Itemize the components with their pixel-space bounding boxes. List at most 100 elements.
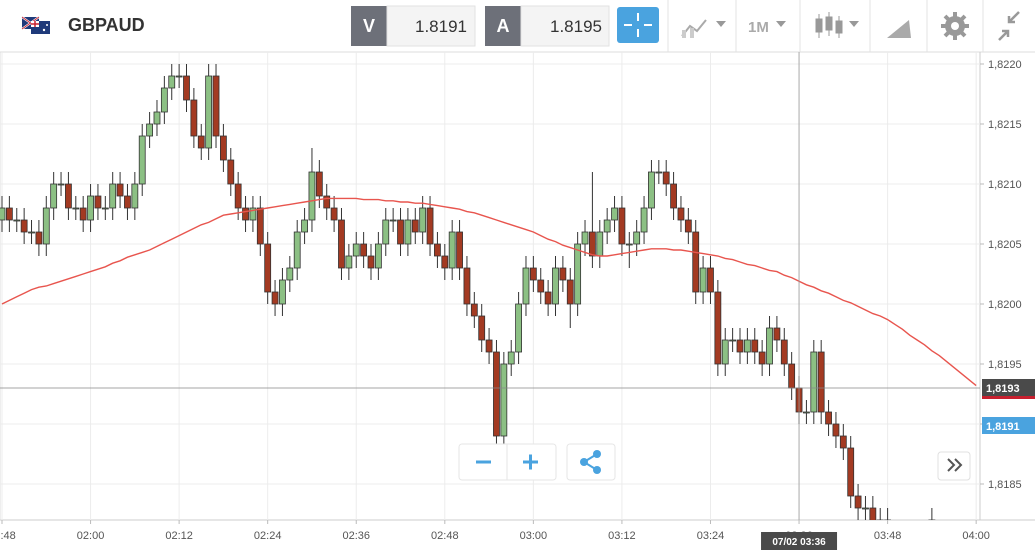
candle-body bbox=[832, 423, 840, 437]
candle-body bbox=[729, 339, 737, 342]
candle-body bbox=[780, 339, 788, 365]
y-tick-label: 1,8195 bbox=[988, 359, 1022, 371]
separators bbox=[667, 0, 984, 52]
candle-body bbox=[146, 123, 154, 137]
candle-body bbox=[35, 231, 43, 245]
candle-body bbox=[507, 351, 515, 365]
candle-body bbox=[485, 339, 493, 353]
price-tag-label: 1,8193 bbox=[986, 383, 1020, 395]
indicator-button[interactable] bbox=[681, 19, 726, 38]
candle-body bbox=[101, 207, 109, 210]
buy-button[interactable] bbox=[485, 6, 521, 46]
draw-button[interactable] bbox=[887, 20, 911, 38]
candle-body bbox=[677, 207, 685, 221]
candle-body bbox=[581, 231, 589, 245]
candle-body bbox=[286, 267, 294, 281]
candle-body bbox=[219, 135, 227, 161]
sell-price-box[interactable] bbox=[386, 5, 476, 47]
candle-body bbox=[559, 267, 567, 281]
candle-body bbox=[323, 195, 331, 209]
candle-body bbox=[854, 495, 862, 509]
candle-body bbox=[168, 75, 176, 89]
candle-body bbox=[522, 267, 530, 305]
candle-body bbox=[65, 183, 72, 209]
candle-body bbox=[352, 243, 360, 257]
plot bbox=[0, 64, 977, 520]
candle-body bbox=[470, 303, 478, 317]
price-tag-label: 1,8191 bbox=[986, 421, 1020, 433]
candle-body bbox=[640, 207, 648, 233]
sell-price: 1.8191 bbox=[415, 17, 467, 36]
candle-body bbox=[308, 171, 316, 221]
candle-body bbox=[574, 243, 582, 305]
candle-body bbox=[603, 219, 611, 233]
candle-body bbox=[116, 183, 124, 197]
share-button[interactable] bbox=[580, 450, 601, 474]
candle-body bbox=[249, 207, 257, 221]
candle-body bbox=[817, 351, 825, 413]
candle-body bbox=[736, 339, 744, 353]
candle-body bbox=[264, 243, 272, 293]
candle-body bbox=[839, 435, 847, 449]
candle-body bbox=[72, 207, 80, 210]
candle-body bbox=[434, 243, 441, 257]
candle-body bbox=[138, 135, 146, 185]
candle-body bbox=[131, 183, 139, 209]
candle-body bbox=[529, 267, 537, 281]
crosshair-button[interactable] bbox=[617, 7, 659, 43]
sell-button[interactable] bbox=[351, 6, 387, 46]
timeframe[interactable]: 1M bbox=[748, 19, 769, 36]
candle-body bbox=[699, 267, 707, 293]
candle-body bbox=[773, 327, 781, 341]
x-tick-label: 02:00 bbox=[77, 530, 105, 542]
collapse-button[interactable] bbox=[998, 11, 1020, 41]
zoom-in-button[interactable] bbox=[523, 454, 538, 470]
candle-body bbox=[788, 363, 796, 389]
candle-body bbox=[448, 231, 456, 269]
candle-body bbox=[42, 207, 50, 245]
overlay: 1,81851,81901,81951,82001,82051,82101,82… bbox=[0, 52, 1035, 550]
candle-body bbox=[183, 75, 190, 101]
candle-body bbox=[633, 231, 641, 245]
candle-body bbox=[175, 75, 183, 78]
candle-body bbox=[847, 447, 855, 497]
candle-body bbox=[493, 351, 500, 437]
candle-body bbox=[315, 171, 323, 197]
buy-price-box[interactable] bbox=[520, 5, 610, 47]
candle-body bbox=[271, 291, 279, 305]
price-marker bbox=[982, 396, 1035, 399]
candle-body bbox=[227, 159, 235, 185]
chart-type-button[interactable] bbox=[815, 12, 859, 38]
candle-body bbox=[751, 339, 759, 353]
candle-body bbox=[242, 207, 249, 221]
settings-button[interactable] bbox=[941, 12, 969, 40]
scroll-end-button[interactable] bbox=[947, 458, 963, 472]
candle-body bbox=[330, 207, 338, 221]
y-tick-label: 1,8220 bbox=[988, 59, 1022, 71]
timeframe-caret bbox=[776, 21, 786, 27]
buy-price: 1.8195 bbox=[550, 17, 602, 36]
candle-body bbox=[758, 351, 766, 365]
candle-body bbox=[707, 267, 714, 293]
candle-body bbox=[50, 183, 58, 209]
x-tick-label: 02:12 bbox=[165, 530, 193, 542]
candle-body bbox=[537, 279, 545, 293]
buy-label: A bbox=[497, 16, 510, 36]
moving-average-line bbox=[1, 197, 977, 387]
candle-body bbox=[803, 411, 810, 414]
candle-body bbox=[190, 99, 198, 137]
candle-body bbox=[456, 231, 463, 269]
candle-body bbox=[411, 219, 419, 233]
candle-body bbox=[500, 363, 508, 437]
candle-body bbox=[544, 291, 552, 305]
candle-body bbox=[589, 231, 596, 257]
candle-body bbox=[367, 255, 375, 269]
candle-body bbox=[463, 267, 471, 305]
candle-body bbox=[382, 219, 390, 245]
candle-body bbox=[684, 219, 692, 233]
candle-body bbox=[648, 171, 655, 209]
y-tick-label: 1,8205 bbox=[988, 239, 1022, 251]
x-tick-label: 02:48 bbox=[431, 530, 459, 542]
x-tick-label: 04:00 bbox=[962, 530, 990, 542]
